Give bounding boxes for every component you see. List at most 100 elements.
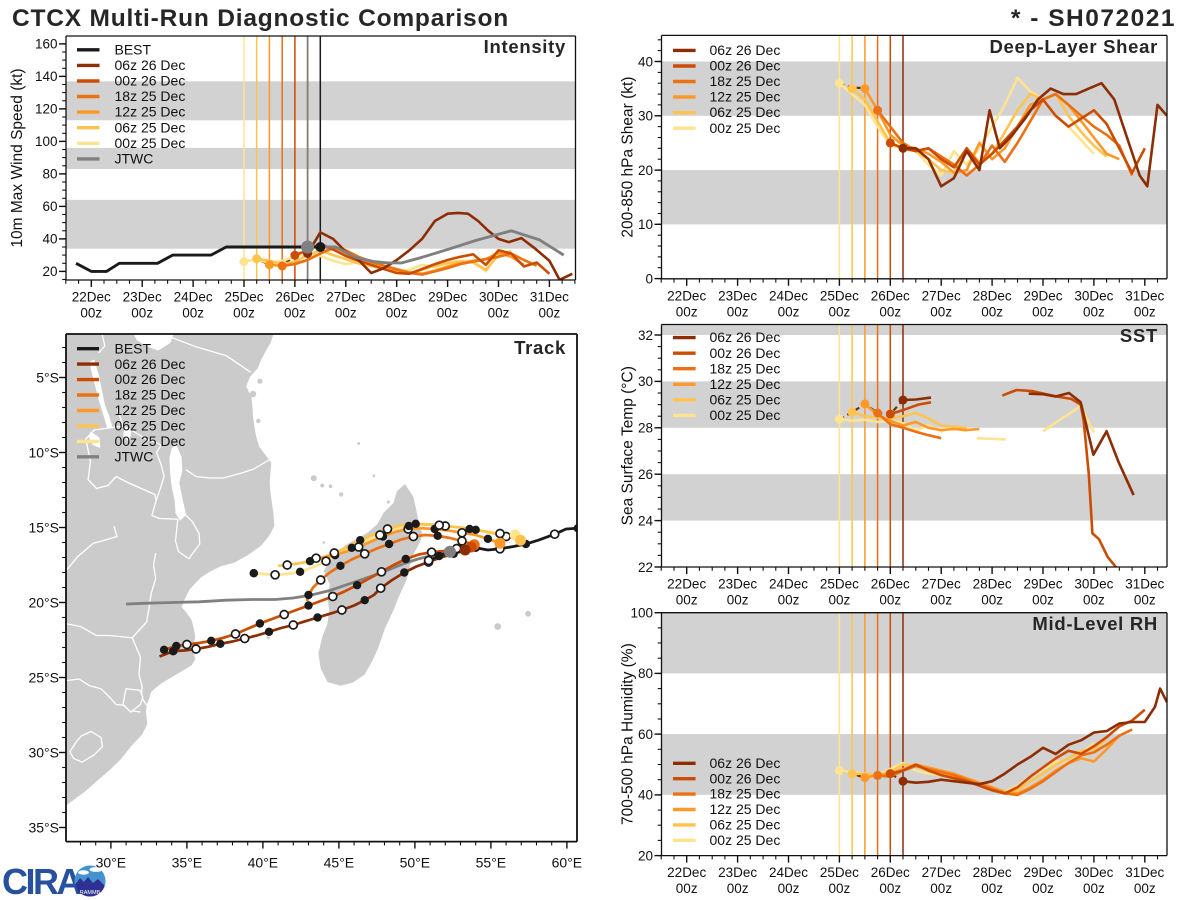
svg-text:25Dec: 25Dec bbox=[820, 577, 859, 592]
svg-text:JTWC: JTWC bbox=[115, 448, 154, 464]
svg-text:CIRA: CIRA bbox=[2, 861, 82, 900]
svg-text:55°E: 55°E bbox=[476, 855, 507, 871]
svg-text:06z 26 Dec: 06z 26 Dec bbox=[710, 755, 781, 771]
svg-text:18z 25 Dec: 18z 25 Dec bbox=[710, 786, 781, 802]
svg-text:00z: 00z bbox=[1032, 881, 1054, 896]
svg-text:00z: 00z bbox=[335, 306, 357, 321]
svg-text:30°S: 30°S bbox=[28, 745, 59, 761]
svg-text:SST: SST bbox=[1120, 325, 1158, 346]
svg-text:06z 26 Dec: 06z 26 Dec bbox=[710, 329, 781, 345]
svg-text:30Dec: 30Dec bbox=[1074, 288, 1113, 303]
svg-text:30Dec: 30Dec bbox=[1074, 865, 1113, 880]
svg-text:06z 25 Dec: 06z 25 Dec bbox=[710, 104, 781, 120]
svg-text:12z 25 Dec: 12z 25 Dec bbox=[115, 402, 186, 418]
svg-text:40°E: 40°E bbox=[248, 855, 279, 871]
svg-text:18z 25 Dec: 18z 25 Dec bbox=[115, 387, 186, 403]
svg-text:00z: 00z bbox=[1083, 304, 1105, 319]
svg-text:40: 40 bbox=[42, 232, 57, 247]
svg-text:18z 25 Dec: 18z 25 Dec bbox=[710, 360, 781, 376]
svg-text:25°S: 25°S bbox=[28, 670, 59, 686]
svg-text:00z: 00z bbox=[981, 304, 1003, 319]
svg-text:Mid-Level RH: Mid-Level RH bbox=[1032, 613, 1158, 634]
svg-text:160: 160 bbox=[35, 37, 58, 52]
svg-text:20: 20 bbox=[638, 163, 653, 178]
svg-text:00z 25 Dec: 00z 25 Dec bbox=[710, 120, 781, 136]
svg-text:10m Max Wind Speed (kt): 10m Max Wind Speed (kt) bbox=[9, 68, 26, 247]
svg-text:00z: 00z bbox=[676, 593, 698, 608]
svg-text:25Dec: 25Dec bbox=[224, 290, 263, 305]
svg-text:00z 25 Dec: 00z 25 Dec bbox=[710, 407, 781, 423]
svg-text:00z 25 Dec: 00z 25 Dec bbox=[710, 832, 781, 848]
svg-text:00z: 00z bbox=[1032, 304, 1054, 319]
svg-text:22Dec: 22Dec bbox=[72, 290, 111, 305]
svg-text:24Dec: 24Dec bbox=[769, 577, 808, 592]
svg-text:26Dec: 26Dec bbox=[871, 288, 910, 303]
svg-text:00z: 00z bbox=[981, 593, 1003, 608]
svg-text:50°E: 50°E bbox=[400, 855, 431, 871]
svg-text:00z: 00z bbox=[1134, 881, 1156, 896]
svg-text:29Dec: 29Dec bbox=[1023, 288, 1062, 303]
svg-text:28Dec: 28Dec bbox=[377, 290, 416, 305]
svg-text:00z: 00z bbox=[539, 306, 561, 321]
svg-text:31Dec: 31Dec bbox=[1125, 865, 1164, 880]
svg-text:00z: 00z bbox=[778, 593, 800, 608]
svg-text:31Dec: 31Dec bbox=[1125, 288, 1164, 303]
svg-text:00z: 00z bbox=[829, 881, 851, 896]
svg-text:* - SH072021: * - SH072021 bbox=[1011, 5, 1176, 32]
svg-text:40: 40 bbox=[638, 788, 653, 803]
svg-text:15°S: 15°S bbox=[28, 520, 59, 536]
svg-text:00z: 00z bbox=[437, 306, 459, 321]
svg-text:22Dec: 22Dec bbox=[667, 288, 706, 303]
svg-text:00z: 00z bbox=[1083, 593, 1105, 608]
svg-text:00z: 00z bbox=[930, 881, 952, 896]
svg-text:30Dec: 30Dec bbox=[479, 290, 518, 305]
svg-text:22Dec: 22Dec bbox=[667, 865, 706, 880]
svg-text:18z 25 Dec: 18z 25 Dec bbox=[115, 88, 186, 104]
svg-text:00z: 00z bbox=[829, 593, 851, 608]
svg-text:00z: 00z bbox=[778, 304, 800, 319]
svg-text:60°E: 60°E bbox=[552, 855, 583, 871]
svg-text:00z: 00z bbox=[676, 881, 698, 896]
svg-text:00z: 00z bbox=[131, 306, 153, 321]
svg-text:23Dec: 23Dec bbox=[718, 577, 757, 592]
svg-text:00z 25 Dec: 00z 25 Dec bbox=[115, 135, 186, 151]
svg-text:12z 25 Dec: 12z 25 Dec bbox=[710, 89, 781, 105]
svg-text:00z: 00z bbox=[80, 306, 102, 321]
svg-text:00z 26 Dec: 00z 26 Dec bbox=[710, 58, 781, 74]
svg-text:29Dec: 29Dec bbox=[428, 290, 467, 305]
svg-text:00z: 00z bbox=[879, 304, 901, 319]
svg-text:80: 80 bbox=[638, 666, 653, 681]
svg-text:00z: 00z bbox=[676, 304, 698, 319]
svg-text:00z: 00z bbox=[981, 881, 1003, 896]
svg-text:00z: 00z bbox=[879, 881, 901, 896]
svg-text:28Dec: 28Dec bbox=[973, 288, 1012, 303]
svg-text:29Dec: 29Dec bbox=[1023, 577, 1062, 592]
svg-text:24Dec: 24Dec bbox=[769, 865, 808, 880]
svg-text:100: 100 bbox=[630, 606, 653, 621]
svg-text:12z 25 Dec: 12z 25 Dec bbox=[710, 376, 781, 392]
svg-text:30°E: 30°E bbox=[96, 855, 127, 871]
svg-text:00z: 00z bbox=[284, 306, 306, 321]
svg-text:00z: 00z bbox=[1134, 593, 1156, 608]
svg-text:28: 28 bbox=[638, 421, 653, 436]
svg-text:00z: 00z bbox=[233, 306, 255, 321]
svg-text:0: 0 bbox=[645, 271, 653, 286]
svg-text:26Dec: 26Dec bbox=[871, 865, 910, 880]
svg-text:24Dec: 24Dec bbox=[174, 290, 213, 305]
svg-text:00z: 00z bbox=[488, 306, 510, 321]
svg-text:00z: 00z bbox=[727, 881, 749, 896]
svg-text:06z 25 Dec: 06z 25 Dec bbox=[115, 418, 186, 434]
svg-text:00z: 00z bbox=[1134, 304, 1156, 319]
svg-text:06z 26 Dec: 06z 26 Dec bbox=[710, 42, 781, 58]
svg-text:200-850 hPa Shear (kt): 200-850 hPa Shear (kt) bbox=[620, 77, 637, 238]
svg-text:00z: 00z bbox=[386, 306, 408, 321]
svg-text:45°E: 45°E bbox=[324, 855, 355, 871]
svg-text:Sea Surface Temp (°C): Sea Surface Temp (°C) bbox=[620, 366, 637, 525]
svg-text:27Dec: 27Dec bbox=[922, 288, 961, 303]
svg-text:Deep-Layer Shear: Deep-Layer Shear bbox=[989, 36, 1158, 57]
svg-text:31Dec: 31Dec bbox=[1125, 577, 1164, 592]
svg-text:22Dec: 22Dec bbox=[667, 577, 706, 592]
svg-text:JTWC: JTWC bbox=[115, 151, 154, 167]
svg-text:120: 120 bbox=[35, 102, 58, 117]
svg-text:00z 26 Dec: 00z 26 Dec bbox=[710, 345, 781, 361]
